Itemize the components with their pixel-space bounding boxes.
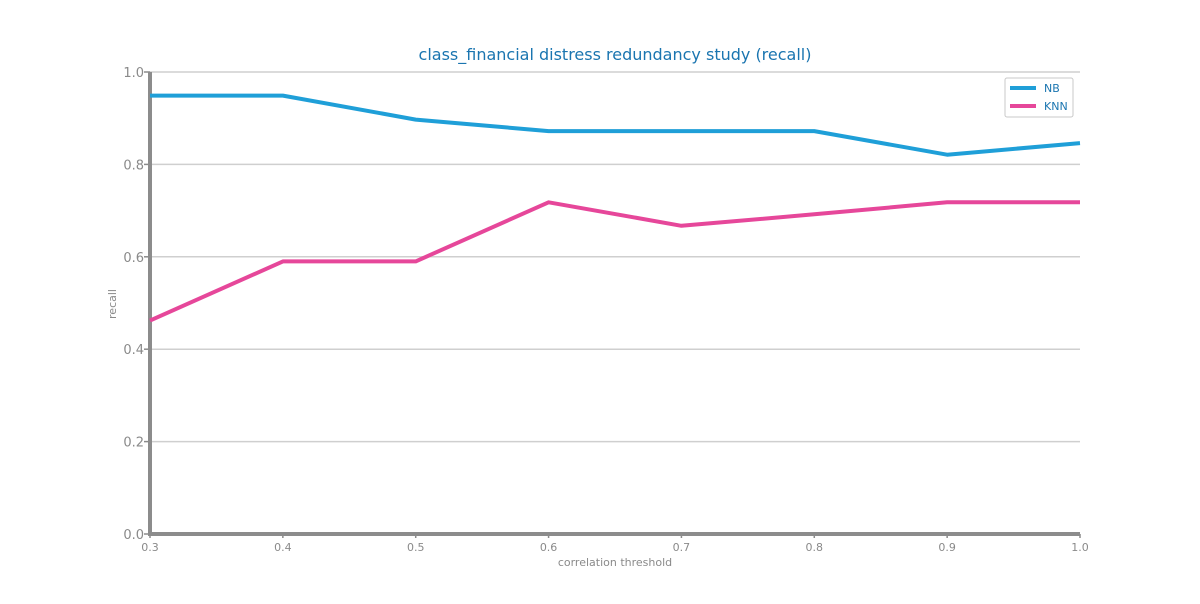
x-tick-label: 0.7 (673, 541, 691, 554)
grid-lines (150, 71, 1080, 443)
y-tick-label: 0.4 (123, 343, 144, 358)
x-tick-label: 1.0 (1071, 541, 1089, 554)
x-tick-label: 0.4 (274, 541, 292, 554)
y-tick-label: 0.8 (123, 158, 144, 173)
y-tick-label: 1.0 (123, 66, 144, 81)
legend: NB KNN (1004, 77, 1074, 118)
x-tick-label: 0.3 (141, 541, 159, 554)
chart-title: class_financial distress redundancy stud… (419, 45, 812, 65)
y-tick-label: 0.2 (123, 436, 144, 451)
series-line-knn (149, 200, 1080, 323)
y-axis-title: recall (106, 289, 119, 319)
axes (144, 71, 1081, 538)
x-tick-label: 0.8 (806, 541, 824, 554)
legend-label-knn: KNN (1044, 100, 1068, 113)
series-lines (149, 93, 1081, 323)
x-tick-label: 0.9 (938, 541, 956, 554)
x-axis-title: correlation threshold (558, 556, 672, 569)
y-tick-label: 0.6 (123, 251, 144, 266)
series-line-nb (150, 93, 1081, 157)
x-tick-label: 0.6 (540, 541, 558, 554)
tick-labels: 0.0 0.2 0.4 0.6 0.8 1.0 0.3 0.4 0.5 0.6 0.7 0.8 0.9 1… (123, 66, 1088, 554)
x-tick-label: 0.5 (407, 541, 425, 554)
legend-label-nb: NB (1044, 82, 1060, 95)
y-tick-label: 0.0 (123, 528, 144, 543)
